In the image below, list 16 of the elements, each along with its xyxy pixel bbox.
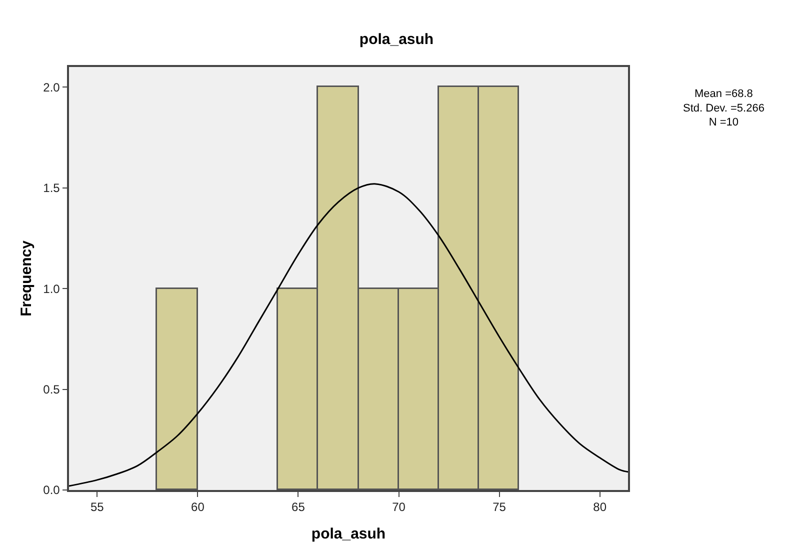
chart-title: pola_asuh	[359, 30, 434, 48]
line-series	[69, 183, 628, 487]
x-tick-label: 55	[90, 500, 104, 514]
x-tick-label: 80	[593, 500, 607, 514]
y-tick-label: 0.5	[43, 382, 60, 396]
x-tick-label: 60	[191, 500, 205, 514]
y-tick-label: 2.0	[43, 80, 60, 94]
x-tick-label: 65	[292, 500, 306, 514]
x-axis-title: pola_asuh	[311, 526, 386, 543]
y-axis-title: Frequency	[18, 240, 35, 316]
y-tick-label: 0.0	[43, 483, 60, 498]
y-tick-label: 1.0	[43, 282, 60, 296]
y-tick-label: 1.5	[43, 181, 60, 196]
x-tick-label: 75	[492, 500, 506, 514]
text: Mean =68.8 Std. Dev. =5.266 N =10	[683, 88, 764, 129]
x-tick-label: 70	[392, 500, 406, 514]
